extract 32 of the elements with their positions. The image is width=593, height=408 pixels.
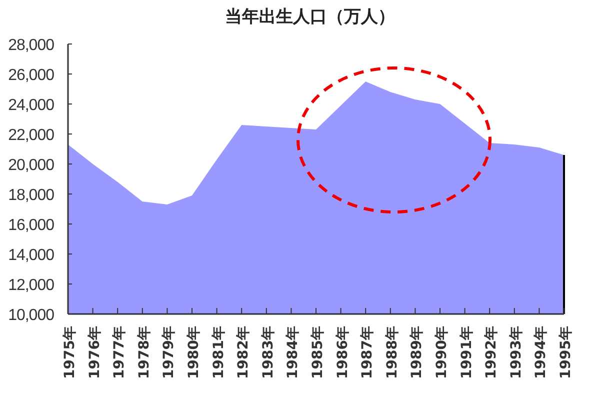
x-tick-label: 1994年: [533, 326, 550, 379]
x-tick-label: 1989年: [409, 326, 426, 379]
x-tick-label: 1992年: [484, 326, 500, 379]
y-tick-label: 22,000: [8, 127, 55, 144]
y-tick-label: 14,000: [8, 247, 55, 264]
x-tick-label: 1980年: [186, 326, 202, 379]
y-tick-label: 12,000: [8, 277, 55, 294]
y-tick-label: 26,000: [8, 67, 55, 84]
y-tick-label: 18,000: [8, 187, 55, 204]
x-tick-label: 1985年: [310, 326, 326, 379]
y-tick-label: 20,000: [8, 157, 55, 174]
x-tick-label: 1984年: [285, 326, 302, 379]
chart-title: 当年出生人口（万人）: [225, 7, 395, 27]
x-tick-label: 1983年: [260, 326, 276, 379]
x-tick-label: 1995年: [558, 326, 574, 379]
x-tick-label: 1988年: [384, 326, 400, 379]
x-tick-label: 1975年: [62, 326, 78, 379]
y-tick-label: 16,000: [8, 217, 55, 234]
x-tick-label: 1982年: [236, 326, 252, 379]
y-tick-label: 24,000: [8, 97, 55, 114]
x-tick-label: 1981年: [210, 326, 227, 379]
x-tick-label: 1976年: [86, 326, 103, 379]
x-tick-label: 1977年: [112, 326, 128, 379]
x-tick-label: 1991年: [458, 326, 475, 379]
y-tick-label: 28,000: [8, 37, 55, 54]
x-tick-label: 1978年: [136, 326, 152, 379]
x-tick-label: 1979年: [161, 326, 178, 379]
x-tick-label: 1990年: [434, 326, 450, 379]
x-tick-label: 1986年: [334, 326, 351, 379]
y-tick-label: 10,000: [8, 307, 55, 324]
x-tick-label: 1993年: [508, 326, 524, 379]
x-tick-label: 1987年: [360, 326, 376, 379]
